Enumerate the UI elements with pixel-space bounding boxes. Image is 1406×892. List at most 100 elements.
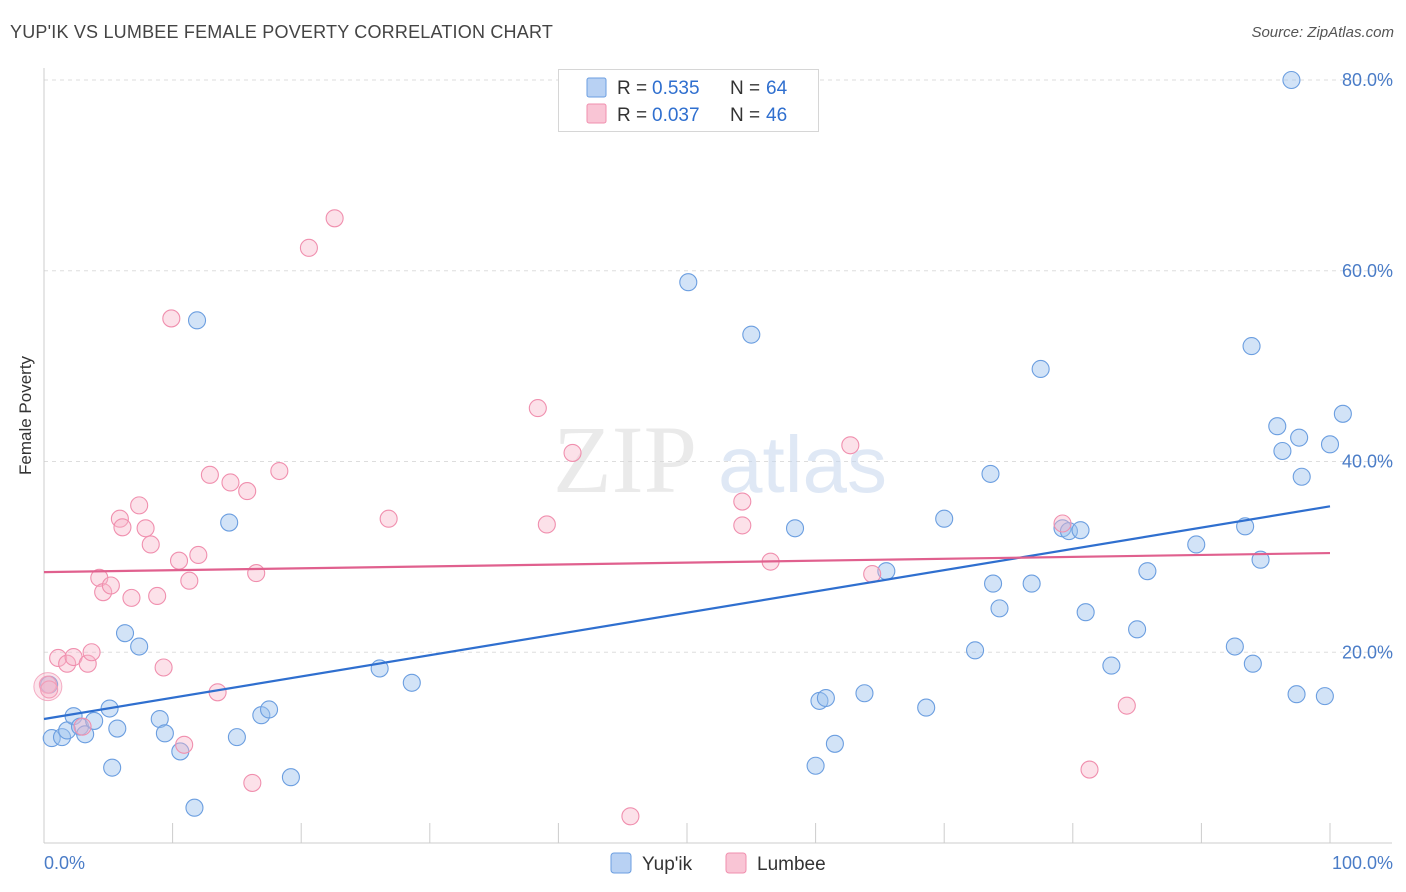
point-yupik: [742, 325, 761, 344]
point-yupik: [150, 709, 169, 729]
point-yupik: [990, 599, 1009, 618]
data-points: [33, 70, 1352, 826]
axes: [43, 68, 1392, 844]
y-tick-label-80: 80.0%: [1342, 70, 1393, 90]
point-lumbee: [78, 654, 97, 673]
point-yupik: [917, 698, 936, 717]
bottom-legend-swatch-lumbee: [725, 852, 747, 874]
bottom-legend-label-lumbee: Lumbee: [757, 854, 826, 875]
point-yupik: [1268, 417, 1287, 436]
point-yupik: [1287, 685, 1306, 704]
point-lumbee: [528, 399, 547, 418]
point-yupik: [1031, 359, 1050, 379]
point-yupik: [115, 624, 135, 643]
y-tick-label-60: 60.0%: [1342, 261, 1393, 281]
point-yupik: [1076, 603, 1095, 622]
point-lumbee: [189, 545, 208, 565]
legend-r-value-lumbee: 0.037: [652, 105, 700, 126]
trend-line-yupik: [43, 505, 1331, 721]
point-yupik: [981, 464, 1000, 483]
point-lumbee: [238, 482, 257, 501]
legend-swatch-yupik: [586, 77, 607, 98]
point-yupik: [1292, 467, 1311, 486]
point-lumbee: [733, 492, 752, 511]
point-yupik: [1187, 535, 1206, 554]
watermark-zip: ZIP: [553, 406, 697, 513]
point-lumbee: [1080, 760, 1099, 779]
point-yupik: [227, 728, 246, 747]
bottom-legend-label-yupik: Yup'ik: [642, 854, 693, 875]
point-lumbee: [136, 519, 155, 538]
point-yupik: [1022, 574, 1041, 593]
point-yupik: [1273, 441, 1292, 461]
point-lumbee: [130, 496, 149, 515]
point-lumbee: [94, 583, 113, 602]
point-lumbee: [1117, 696, 1136, 715]
point-lumbee: [58, 654, 77, 673]
trend-line-lumbee: [43, 551, 1331, 574]
point-lumbee: [325, 209, 344, 228]
x-tick-label-max: 100.0%: [1332, 853, 1393, 873]
point-lumbee: [154, 658, 173, 677]
point-yupik: [187, 311, 207, 330]
trend-lines: [43, 505, 1331, 721]
point-yupik: [1315, 687, 1334, 706]
y-tick-label-40: 40.0%: [1342, 452, 1393, 472]
point-yupik: [1251, 550, 1270, 569]
point-lumbee: [200, 465, 219, 484]
point-yupik: [85, 711, 104, 730]
chart-source: Source: ZipAtlas.com: [1251, 24, 1394, 41]
point-lumbee: [841, 436, 860, 455]
legend-n-label-lumbee: N =: [730, 105, 760, 126]
stats-legend: R = 0.535 N = 64 R = 0.037 N = 46: [558, 69, 819, 132]
point-yupik: [935, 509, 954, 528]
x-tick-label-min: 0.0%: [44, 853, 85, 873]
point-lumbee: [175, 735, 194, 754]
point-yupik: [1333, 404, 1352, 423]
point-lumbee: [733, 516, 752, 535]
point-lumbee: [122, 588, 141, 607]
point-yupik: [1242, 337, 1261, 356]
point-yupik: [185, 798, 204, 817]
gridlines: [44, 79, 1392, 653]
point-yupik: [1282, 70, 1301, 90]
point-yupik: [816, 688, 835, 708]
watermark: ZIP atlas: [553, 406, 887, 513]
point-lumbee: [169, 551, 189, 570]
legend-n-label-yupik: N =: [730, 78, 760, 99]
point-yupik: [130, 637, 149, 656]
point-yupik: [281, 768, 300, 787]
point-lumbee: [537, 515, 556, 534]
point-yupik: [1071, 521, 1090, 540]
point-lumbee: [1053, 514, 1072, 533]
point-yupik: [1290, 428, 1309, 447]
point-yupik: [966, 641, 985, 660]
legend-swatch-lumbee: [586, 103, 607, 124]
point-lumbee: [101, 576, 120, 595]
point-lumbee: [49, 648, 68, 668]
point-lumbee: [270, 461, 289, 481]
point-yupik: [220, 513, 239, 532]
point-yupik: [855, 684, 874, 703]
point-yupik: [1128, 620, 1147, 639]
point-yupik: [155, 724, 174, 743]
point-lumbee-cluster: [33, 672, 63, 702]
point-lumbee: [141, 535, 160, 554]
point-lumbee: [299, 238, 318, 257]
point-yupik: [108, 719, 127, 738]
point-lumbee: [221, 473, 240, 492]
tick-labels: 20.0% 40.0% 60.0% 80.0% 0.0% 100.0%: [44, 70, 1393, 873]
chart-title: YUP'IK VS LUMBEE FEMALE POVERTY CORRELAT…: [10, 22, 554, 42]
point-lumbee: [113, 518, 132, 537]
point-lumbee: [40, 680, 59, 699]
point-yupik: [1138, 562, 1157, 581]
point-yupik: [825, 734, 844, 753]
point-lumbee: [247, 564, 266, 583]
point-yupik: [1225, 637, 1244, 656]
point-lumbee: [162, 309, 181, 328]
legend-n-value-lumbee: 46: [766, 105, 787, 126]
point-lumbee: [148, 586, 167, 606]
point-lumbee: [563, 443, 582, 462]
point-yupik: [103, 758, 122, 777]
